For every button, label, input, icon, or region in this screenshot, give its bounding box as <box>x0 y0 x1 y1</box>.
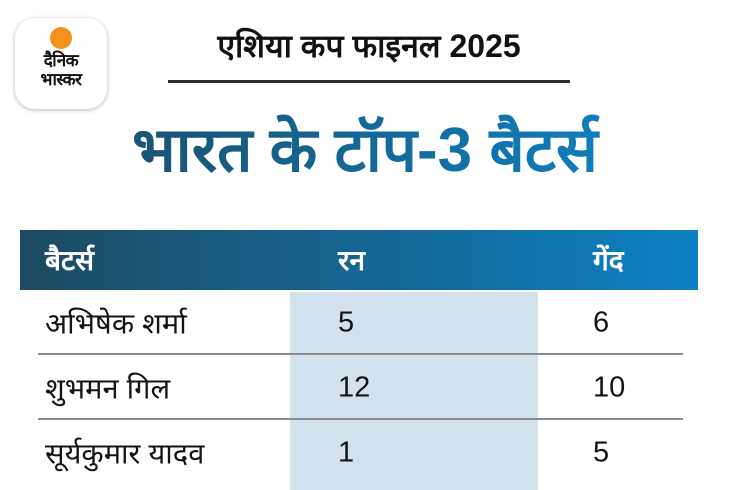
table-row: अभिषेक शर्मा 5 6 <box>20 290 698 355</box>
sun-icon <box>50 27 72 49</box>
runs-value: 5 <box>338 306 355 338</box>
balls-value: 6 <box>593 306 610 338</box>
logo-text-line2: भास्कर <box>40 70 82 89</box>
column-header-runs: रन <box>338 245 365 276</box>
batter-name: सूर्यकुमार यादव <box>45 438 205 470</box>
event-title: एशिया कप फाइनल 2025 <box>168 24 570 83</box>
balls-value: 5 <box>593 436 610 468</box>
page-title: भारत के टॉप-3 बैटर्स <box>0 100 730 202</box>
row-divider <box>38 353 683 355</box>
runs-column-highlight <box>290 292 538 490</box>
table-row: सूर्यकुमार यादव 1 5 <box>20 420 698 485</box>
runs-value: 1 <box>338 436 355 468</box>
column-header-batters: बैटर्स <box>45 245 95 276</box>
batter-name: शुभमन गिल <box>45 373 171 405</box>
column-header-balls: गेंद <box>593 245 624 276</box>
table-row: शुभमन गिल 12 10 <box>20 355 698 420</box>
runs-value: 12 <box>338 371 371 403</box>
row-divider <box>38 418 683 420</box>
balls-value: 10 <box>593 371 626 403</box>
batter-name: अभिषेक शर्मा <box>45 308 187 340</box>
table-header: बैटर्स रन गेंद <box>20 230 698 290</box>
dainik-bhaskar-logo: दैनिक भास्कर <box>15 18 107 109</box>
logo-text-line1: दैनिक <box>43 51 79 70</box>
